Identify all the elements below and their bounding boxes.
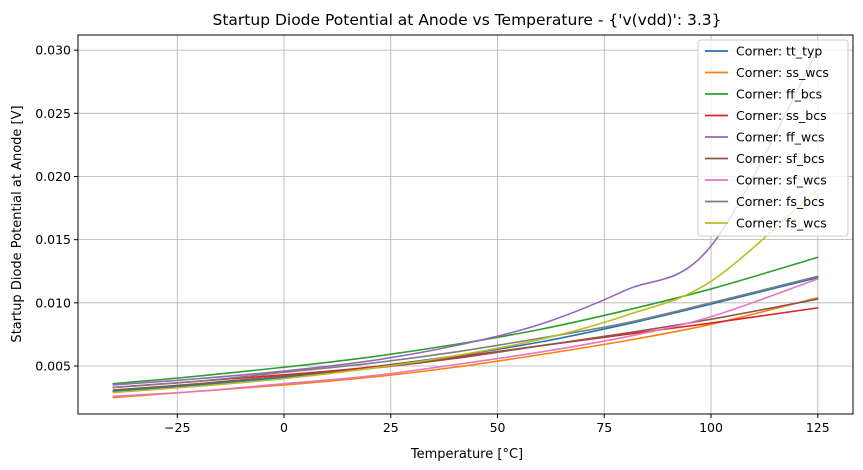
x-tick-label: 100	[699, 420, 723, 435]
y-tick-label: 0.015	[35, 232, 71, 247]
y-tick-label: 0.010	[35, 295, 71, 310]
series-line-7	[112, 275, 819, 389]
legend-entry: Corner: ss_bcs	[736, 108, 827, 123]
x-tick-label: −25	[164, 420, 190, 435]
y-tick-label: 0.005	[35, 358, 71, 373]
legend-entry: Corner: ff_bcs	[736, 87, 822, 102]
series-line-8	[112, 188, 819, 394]
series-line-6	[112, 278, 819, 398]
y-tick-label: 0.030	[35, 43, 71, 58]
legend-entry: Corner: ss_wcs	[736, 65, 829, 80]
legend-entry: Corner: tt_typ	[736, 44, 822, 59]
x-axis-label: Temperature [°C]	[410, 447, 523, 462]
legend-entry: Corner: sf_bcs	[736, 151, 825, 166]
series-line-4	[112, 49, 819, 386]
chart-title: Startup Diode Potential at Anode vs Temp…	[213, 11, 722, 29]
legend-entry: Corner: fs_wcs	[736, 216, 827, 231]
x-tick-label: 0	[280, 420, 288, 435]
legend-entry: Corner: fs_bcs	[736, 194, 825, 209]
legend-entry: Corner: ff_wcs	[736, 130, 824, 145]
x-tick-label: 50	[490, 420, 506, 435]
y-tick-label: 0.025	[35, 106, 71, 121]
axes-frame	[77, 34, 854, 415]
x-tick-label: 75	[596, 420, 612, 435]
series-lines	[112, 49, 819, 399]
y-tick-label: 0.020	[35, 169, 71, 184]
y-axis-label: Startup Diode Potential at Anode [V]	[10, 105, 25, 342]
series-line-2	[112, 256, 819, 385]
x-tick-label: 25	[383, 420, 399, 435]
legend-box	[697, 39, 849, 237]
legend-entry: Corner: sf_wcs	[736, 173, 827, 188]
legend: Corner: tt_typ Corner: ss_wcs Corner: ff_b…	[697, 39, 849, 237]
x-tick-label: 125	[806, 420, 830, 435]
axis-ticks: −25 0 25 50 75 100 125 0.005 0.010 0.015 0.020 0.02…	[35, 43, 829, 435]
